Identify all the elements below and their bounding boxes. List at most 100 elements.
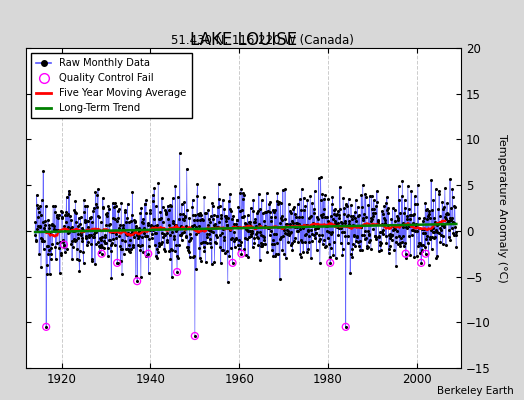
Point: [337, 219, 346, 226]
Point: [168, 195, 177, 202]
Point: [261, 224, 270, 230]
Point: [60, 226, 69, 233]
Point: [272, 198, 281, 204]
Point: [99, 204, 107, 211]
Point: [267, 218, 275, 225]
Point: [342, 324, 350, 330]
Point: [317, 196, 325, 203]
Point: [180, 199, 189, 205]
Point: [427, 177, 435, 184]
Point: [139, 216, 148, 222]
Point: [98, 244, 106, 250]
Point: [206, 213, 215, 219]
Point: [160, 246, 168, 252]
Point: [102, 222, 111, 228]
Point: [195, 212, 203, 218]
Point: [434, 206, 442, 212]
Point: [200, 248, 209, 254]
Point: [245, 228, 254, 234]
Point: [249, 197, 257, 203]
Point: [106, 248, 115, 254]
Point: [174, 254, 182, 261]
Point: [95, 249, 104, 255]
Point: [57, 208, 66, 214]
Point: [388, 232, 397, 238]
Point: [365, 239, 373, 245]
Point: [44, 217, 52, 224]
Point: [349, 222, 357, 228]
Point: [346, 222, 354, 229]
Point: [319, 210, 328, 217]
Point: [142, 253, 150, 260]
Point: [235, 246, 244, 252]
Point: [142, 197, 150, 203]
Point: [121, 238, 129, 244]
Point: [179, 216, 188, 222]
Point: [78, 225, 86, 231]
Point: [163, 202, 172, 209]
Point: [304, 228, 312, 234]
Point: [107, 229, 116, 236]
Point: [35, 209, 43, 216]
Point: [106, 221, 114, 227]
Point: [425, 207, 433, 214]
Point: [176, 232, 184, 238]
Point: [255, 190, 263, 197]
Point: [97, 250, 106, 257]
Point: [151, 203, 160, 209]
Point: [368, 210, 377, 217]
Point: [105, 237, 114, 243]
Point: [116, 243, 124, 249]
Point: [331, 220, 340, 226]
Point: [250, 235, 258, 241]
Point: [443, 200, 451, 206]
Point: [236, 241, 244, 248]
Point: [290, 204, 299, 210]
Point: [283, 221, 291, 227]
Point: [228, 216, 236, 222]
Point: [440, 204, 449, 210]
Point: [334, 220, 342, 226]
Point: [291, 211, 300, 217]
Point: [209, 228, 217, 235]
Point: [218, 230, 226, 236]
Point: [143, 232, 151, 239]
Point: [120, 227, 128, 233]
Point: [413, 201, 422, 207]
Point: [318, 232, 326, 238]
Point: [354, 213, 363, 219]
Point: [129, 217, 138, 224]
Point: [355, 212, 364, 218]
Point: [82, 235, 90, 241]
Point: [157, 239, 166, 245]
Point: [123, 201, 132, 207]
Point: [365, 231, 373, 237]
Point: [80, 209, 89, 215]
Point: [220, 206, 228, 212]
Point: [294, 228, 302, 234]
Point: [265, 232, 274, 238]
Point: [247, 231, 256, 238]
Point: [70, 207, 79, 213]
Point: [408, 226, 416, 233]
Point: [331, 218, 339, 224]
Point: [149, 226, 158, 233]
Point: [335, 212, 344, 218]
Point: [278, 216, 286, 223]
Point: [217, 212, 225, 218]
Point: [362, 214, 370, 220]
Point: [423, 240, 432, 246]
Point: [46, 270, 54, 277]
Point: [387, 232, 395, 239]
Point: [38, 236, 46, 242]
Point: [344, 195, 353, 202]
Point: [138, 234, 147, 240]
Point: [434, 230, 443, 236]
Point: [230, 228, 238, 235]
Point: [69, 244, 78, 250]
Point: [210, 222, 219, 228]
Point: [132, 273, 140, 279]
Point: [143, 220, 151, 226]
Point: [49, 221, 57, 228]
Point: [111, 200, 119, 206]
